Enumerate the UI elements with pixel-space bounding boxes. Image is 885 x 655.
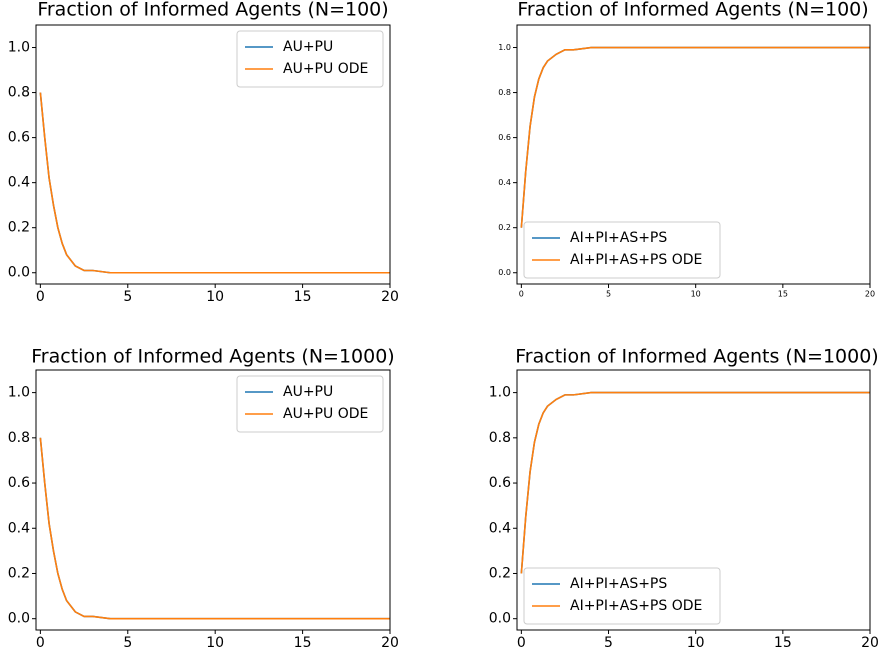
y-tick-label: 0.4: [498, 178, 511, 187]
axes-frame: [35, 369, 391, 631]
y-tick-label: 0.2: [8, 220, 30, 236]
legend-box: [523, 567, 721, 625]
x-tick-label: 20: [865, 290, 875, 299]
legend-label: AU+PU ODE: [283, 61, 368, 77]
x-tick-label: 15: [778, 290, 788, 299]
y-tick-label: 0.0: [8, 611, 30, 627]
y-tick-label: 0.8: [8, 85, 30, 101]
data-line: [520, 46, 870, 228]
chart-title: Fraction of Informed Agents (N=1000): [515, 346, 878, 368]
x-tick-label: 10: [687, 635, 705, 651]
data-line: [520, 391, 870, 574]
chart-title: Fraction of Informed Agents (N=100): [37, 0, 388, 21]
y-tick-label: 0.0: [498, 268, 511, 277]
data-line: [520, 391, 870, 574]
chart-title: Fraction of Informed Agents (N=1000): [31, 346, 394, 368]
x-tick-label: 10: [206, 289, 224, 305]
y-tick-label: 0.2: [498, 223, 511, 232]
legend-box: [236, 375, 384, 433]
data-line: [39, 437, 390, 620]
y-tick-label: 0.0: [489, 611, 511, 627]
legend-label: AI+PI+AS+PS: [570, 230, 667, 246]
x-tick-label: 15: [294, 635, 312, 651]
data-line: [39, 92, 390, 274]
subplot: Fraction of Informed Agents (N=100) 0 5 10 1…: [498, 0, 875, 299]
subplot: Fraction of Informed Agents (N=1000) 0 5 10…: [489, 346, 879, 652]
y-tick-label: 1.0: [489, 385, 511, 401]
chart-title: Fraction of Informed Agents (N=100): [517, 0, 868, 21]
legend-label: AU+PU ODE: [283, 406, 368, 422]
y-tick-label: 0.0: [8, 265, 30, 281]
y-tick-label: 0.4: [8, 520, 30, 536]
x-tick-label: 5: [606, 290, 611, 299]
axes-frame: [516, 24, 871, 285]
legend-label: AU+PU: [283, 39, 333, 55]
y-tick-label: 0.4: [8, 175, 30, 191]
x-tick-label: 5: [123, 635, 132, 651]
legend-label: AI+PI+AS+PS ODE: [570, 252, 702, 268]
x-tick-label: 0: [36, 635, 45, 651]
y-tick-label: 0.8: [498, 88, 511, 97]
x-tick-label: 15: [294, 289, 312, 305]
subplot: Fraction of Informed Agents (N=1000) 0 5 10…: [8, 346, 399, 652]
x-tick-label: 10: [691, 290, 701, 299]
legend-box: [236, 30, 384, 88]
data-line: [39, 92, 390, 274]
x-tick-label: 0: [517, 635, 526, 651]
axes-frame: [35, 24, 391, 285]
data-line: [39, 437, 390, 620]
y-tick-label: 0.6: [489, 475, 511, 491]
y-tick-label: 0.8: [489, 430, 511, 446]
y-tick-label: 0.6: [8, 130, 30, 146]
x-tick-label: 0: [36, 289, 45, 305]
x-tick-label: 15: [774, 635, 792, 651]
x-tick-label: 0: [519, 290, 524, 299]
x-tick-label: 20: [381, 635, 399, 651]
x-tick-label: 20: [381, 289, 399, 305]
y-tick-label: 1.0: [8, 385, 30, 401]
legend-box: [523, 221, 721, 279]
x-tick-label: 5: [604, 635, 613, 651]
y-tick-label: 0.6: [498, 133, 511, 142]
y-tick-label: 1.0: [8, 40, 30, 56]
axes-frame: [516, 369, 871, 631]
y-tick-label: 1.0: [498, 43, 511, 52]
subplot: Fraction of Informed Agents (N=100) 0 5 10 1…: [8, 0, 399, 305]
y-tick-label: 0.2: [489, 565, 511, 581]
y-tick-label: 0.2: [8, 565, 30, 581]
x-tick-label: 10: [206, 635, 224, 651]
x-tick-label: 20: [861, 635, 879, 651]
y-tick-label: 0.6: [8, 475, 30, 491]
legend-label: AI+PI+AS+PS ODE: [570, 598, 702, 614]
data-line: [520, 46, 870, 228]
x-tick-label: 5: [123, 289, 132, 305]
y-tick-label: 0.8: [8, 430, 30, 446]
y-tick-label: 0.4: [489, 520, 511, 536]
legend-label: AI+PI+AS+PS: [570, 576, 667, 592]
legend-label: AU+PU: [283, 384, 333, 400]
